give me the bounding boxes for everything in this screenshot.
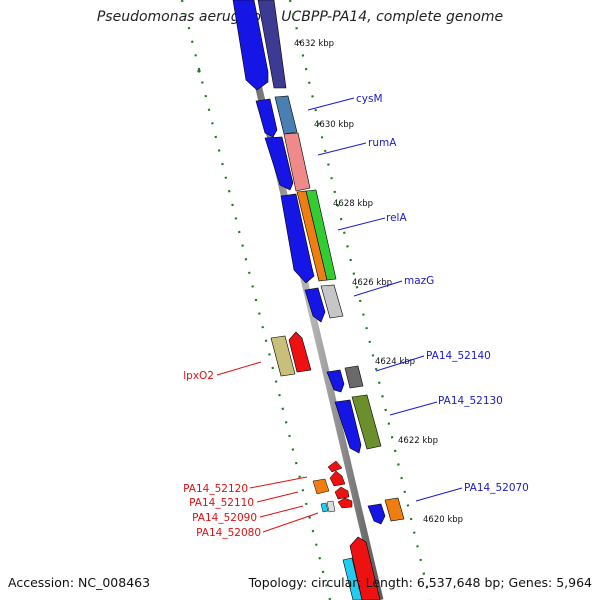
- gene-label-pa14-52080[interactable]: PA14_52080: [196, 527, 261, 539]
- scale-tick-label: 4628 kbp: [333, 199, 373, 209]
- gene-cds-pa14-52120[interactable]: [312, 478, 330, 495]
- gene-arrow-mazg[interactable]: [304, 287, 326, 323]
- gene-arrow-cysm[interactable]: [255, 98, 278, 138]
- forward-genes: [232, 0, 405, 525]
- gene-arrow-small[interactable]: [327, 460, 343, 473]
- scale-tick-label: 4620 kbp: [423, 515, 463, 525]
- scale-tick-label: 4624 kbp: [375, 357, 415, 367]
- gc-content-track: [180, 0, 432, 600]
- gene-cds-lpxo2[interactable]: [270, 335, 296, 377]
- gene-label-pa14-52140[interactable]: PA14_52140: [426, 350, 491, 362]
- gene-cds-pa14-52140[interactable]: [344, 365, 364, 389]
- gene-label-pa14-52090[interactable]: PA14_52090: [192, 512, 257, 524]
- gc-track-inner: [180, 0, 332, 600]
- accession-text: Accession: NC_008463: [8, 575, 151, 590]
- gene-arrow-pa14-52070[interactable]: [367, 503, 386, 525]
- gene-arrow-rela[interactable]: [280, 193, 315, 284]
- gc-peak: [196, 68, 202, 74]
- scale-tick-label: 4630 kbp: [314, 120, 354, 130]
- gene-arrow-small[interactable]: [337, 497, 353, 509]
- gene-cds-pa14-52090[interactable]: [320, 502, 329, 513]
- gene-label-mazg[interactable]: mazG: [404, 275, 434, 287]
- gene-arrow-small[interactable]: [329, 470, 346, 487]
- gene-label-lpxo2[interactable]: lpxO2: [183, 370, 214, 382]
- gene-arrow-lpxo2[interactable]: [288, 331, 312, 373]
- reverse-gene-labels: lpxO2 PA14_52120 PA14_52110 PA14_52090 P…: [183, 370, 261, 539]
- gene-cds-bottom[interactable]: [342, 557, 363, 600]
- gene-cds-mazg[interactable]: [320, 284, 344, 319]
- gene-cds-ruma[interactable]: [283, 132, 311, 192]
- gene-cds-cysm[interactable]: [274, 95, 298, 135]
- gene-label-pa14-52130[interactable]: PA14_52130: [438, 395, 503, 407]
- map-title: Pseudomonas aeruginosa UCBPP-PA14, compl…: [96, 9, 504, 25]
- gene-arrow[interactable]: [232, 0, 269, 91]
- forward-leader-lines: [307, 97, 463, 502]
- gene-label-pa14-52110[interactable]: PA14_52110: [189, 497, 254, 509]
- gene-arrow-pa14-52130[interactable]: [334, 399, 362, 454]
- gene-cds-pa14-52130[interactable]: [351, 394, 382, 450]
- gene-cds-pa14-52080[interactable]: [326, 500, 336, 513]
- forward-gene-labels: cysM rumA relA mazG PA14_52140 PA14_5213…: [356, 93, 529, 494]
- gene-label-ruma[interactable]: rumA: [368, 137, 397, 149]
- topology-text: Topology: circular; Length: 6,537,648 bp…: [248, 575, 592, 590]
- scale-tick-label: 4632 kbp: [294, 39, 334, 49]
- gene-label-rela[interactable]: relA: [386, 212, 407, 224]
- gene-cds-rela-green[interactable]: [305, 189, 337, 281]
- gene-label-pa14-52120[interactable]: PA14_52120: [183, 483, 248, 495]
- gene-arrow-pa14-52140[interactable]: [326, 369, 345, 393]
- scale-tick-label: 4626 kbp: [352, 278, 392, 288]
- gene-cds-pa14-52070[interactable]: [384, 497, 405, 522]
- gene-cds-block[interactable]: [257, 0, 287, 89]
- gene-arrow-ruma[interactable]: [264, 136, 294, 191]
- scale-tick-label: 4622 kbp: [398, 436, 438, 446]
- scale-ticks: 4632 kbp 4630 kbp 4628 kbp 4626 kbp 4624…: [294, 39, 463, 525]
- reverse-genes: [270, 331, 381, 600]
- reverse-leader-lines: [216, 361, 319, 533]
- gene-arrow-pa14-52110[interactable]: [334, 486, 350, 500]
- gene-label-pa14-52070[interactable]: PA14_52070: [464, 482, 529, 494]
- gene-label-cysm[interactable]: cysM: [356, 93, 383, 105]
- gc-track-outer: [288, 0, 432, 600]
